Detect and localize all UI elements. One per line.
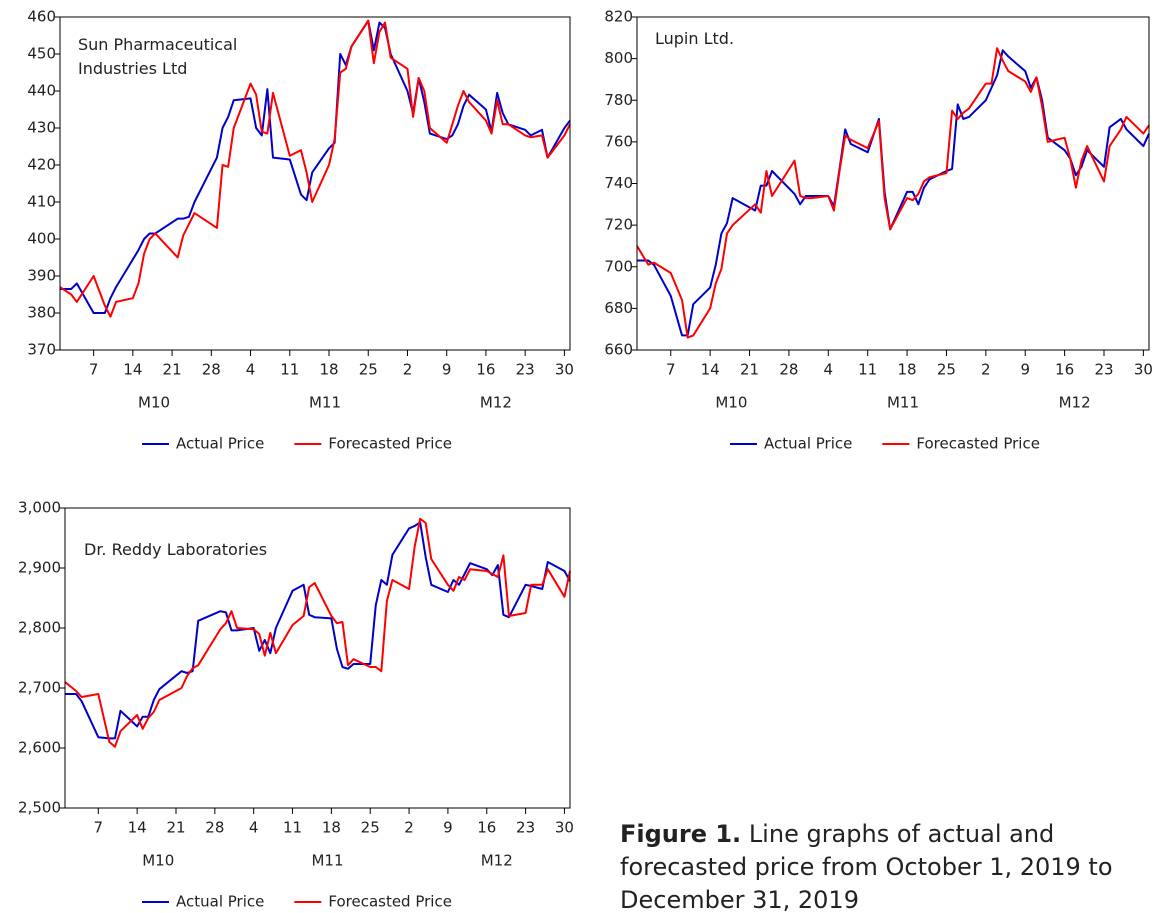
y-tick-label: 3,000 — [18, 499, 61, 517]
x-tick-label: 23 — [1094, 361, 1113, 379]
x-tick-label: 2 — [404, 819, 414, 837]
x-tick-label: 16 — [1055, 361, 1074, 379]
x-tick-label: 21 — [163, 361, 182, 379]
x-tick-label: 16 — [477, 819, 496, 837]
x-tick-label: 25 — [937, 361, 956, 379]
x-tick-label: 23 — [516, 361, 535, 379]
x-tick-label: 4 — [246, 361, 256, 379]
y-tick-label: 760 — [604, 132, 633, 150]
x-tick-label: 28 — [202, 361, 221, 379]
x-tick-label: 11 — [858, 361, 877, 379]
y-tick-label: 700 — [604, 257, 633, 275]
legend-label: Actual Price — [764, 435, 852, 453]
y-tick-label: 740 — [604, 174, 633, 192]
x-tick-label: 7 — [666, 361, 676, 379]
x-tick-label: 18 — [898, 361, 917, 379]
month-label: M11 — [887, 394, 919, 412]
x-tick-label: 14 — [701, 361, 720, 379]
x-tick-label: 4 — [249, 819, 259, 837]
x-tick-label: 14 — [123, 361, 142, 379]
x-tick-label: 28 — [779, 361, 798, 379]
y-tick-label: 720 — [604, 216, 633, 234]
x-tick-label: 16 — [476, 361, 495, 379]
legend-label: Forecasted Price — [916, 435, 1040, 453]
x-tick-label: 4 — [824, 361, 834, 379]
price-line — [637, 49, 1150, 337]
price-line — [636, 47, 1150, 339]
y-tick-label: 400 — [27, 230, 56, 248]
y-tick-label: 2,600 — [18, 739, 61, 757]
x-tick-label: 30 — [1134, 361, 1153, 379]
x-tick-label: 18 — [322, 819, 341, 837]
caption: Figure 1. Line graphs of actual and fore… — [620, 818, 1150, 913]
y-tick-label: 430 — [27, 119, 56, 137]
x-tick-label: 30 — [555, 819, 574, 837]
y-tick-label: 380 — [27, 304, 56, 322]
y-tick-label: 410 — [27, 193, 56, 211]
month-label: M10 — [715, 394, 747, 412]
y-tick-label: 800 — [604, 49, 633, 67]
x-tick-label: 14 — [128, 819, 147, 837]
month-label: M10 — [138, 394, 170, 412]
y-tick-label: 660 — [604, 341, 633, 359]
y-tick-label: 390 — [27, 267, 56, 285]
x-tick-label: 11 — [283, 819, 302, 837]
price-line — [59, 19, 571, 318]
legend-label: Actual Price — [176, 435, 264, 453]
x-tick-label: 11 — [280, 361, 299, 379]
y-tick-label: 2,500 — [18, 799, 61, 817]
x-tick-label: 25 — [361, 819, 380, 837]
plot-frame — [636, 16, 1150, 351]
month-label: M11 — [309, 394, 341, 412]
legend-label: Forecasted Price — [328, 435, 452, 453]
legend-label: Actual Price — [176, 893, 264, 911]
month-label: M11 — [311, 852, 343, 870]
x-tick-label: 7 — [89, 361, 99, 379]
x-tick-label: 21 — [166, 819, 185, 837]
price-line — [60, 19, 571, 314]
y-tick-label: 680 — [604, 299, 633, 317]
month-label: M12 — [1059, 394, 1091, 412]
x-tick-label: 2 — [981, 361, 991, 379]
y-tick-label: 440 — [27, 82, 56, 100]
x-tick-label: 9 — [1020, 361, 1030, 379]
price-line — [64, 517, 571, 748]
x-tick-label: 25 — [359, 361, 378, 379]
x-tick-label: 7 — [94, 819, 104, 837]
x-tick-label: 23 — [516, 819, 535, 837]
x-tick-label: 28 — [205, 819, 224, 837]
month-label: M12 — [481, 852, 513, 870]
y-tick-label: 780 — [604, 91, 633, 109]
x-tick-label: 9 — [442, 361, 452, 379]
y-tick-label: 450 — [27, 45, 56, 63]
plot-frame — [59, 16, 571, 351]
y-tick-label: 2,900 — [18, 559, 61, 577]
legend-label: Forecasted Price — [328, 893, 452, 911]
y-tick-label: 370 — [27, 341, 56, 359]
chart-title: Dr. Reddy Laboratories — [84, 540, 268, 559]
chart-title: Sun Pharmaceutical Industries Ltd — [78, 35, 238, 78]
y-tick-label: 820 — [604, 8, 633, 26]
chart-title: Lupin Ltd. — [655, 29, 735, 48]
y-tick-label: 460 — [27, 8, 56, 26]
y-tick-label: 420 — [27, 156, 56, 174]
x-tick-label: 9 — [443, 819, 453, 837]
x-tick-label: 18 — [319, 361, 338, 379]
price-line — [65, 521, 571, 740]
x-tick-label: 21 — [740, 361, 759, 379]
plot-frame — [64, 507, 571, 809]
month-label: M12 — [480, 394, 512, 412]
x-tick-label: 30 — [555, 361, 574, 379]
y-tick-label: 2,800 — [18, 619, 61, 637]
caption-label: Figure 1. — [620, 820, 742, 848]
x-tick-label: 2 — [403, 361, 413, 379]
month-label: M10 — [142, 852, 174, 870]
caption-text: Line graphs of actual and forecasted pri… — [620, 820, 1113, 913]
y-tick-label: 2,700 — [18, 679, 61, 697]
